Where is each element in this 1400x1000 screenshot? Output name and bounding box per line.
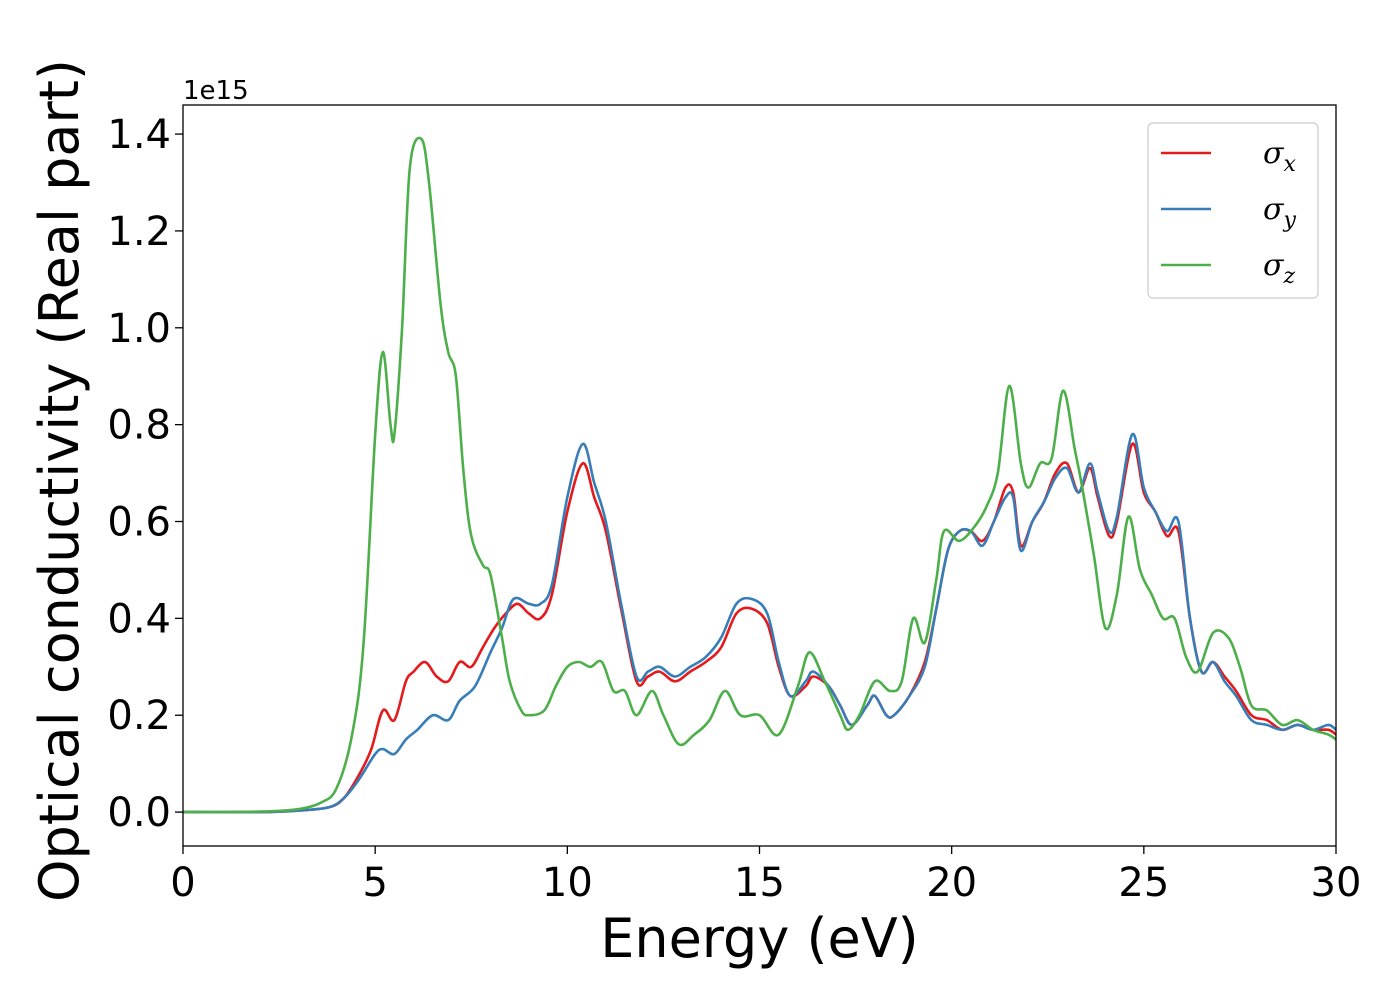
series-line-x — [183, 442, 1336, 814]
y-tick-label: 0.4 — [107, 596, 171, 642]
series-line-z — [183, 136, 1336, 814]
x-tick-label: 5 — [362, 860, 387, 906]
legend-subscript: x — [1283, 152, 1296, 177]
y-axis-label: Optical conductivity (Real part) — [28, 59, 91, 902]
legend-subscript: z — [1282, 264, 1295, 289]
legend-label-y: σy — [1263, 192, 1296, 233]
x-axis-ticks: 0 5 10 15 20 25 30 — [170, 846, 1361, 906]
series-layer — [183, 136, 1336, 814]
legend-symbol: σ — [1263, 248, 1285, 283]
y-tick-label: 1.0 — [107, 306, 171, 352]
x-tick-label: 10 — [542, 860, 593, 906]
legend-label-z: σz — [1263, 248, 1295, 289]
y-tick-label: 0.8 — [107, 403, 171, 449]
series-line-y — [183, 432, 1336, 814]
y-axis-ticks: 0.0 0.2 0.4 0.6 0.8 1.0 1.2 1.4 — [107, 112, 183, 836]
x-tick-label: 15 — [734, 860, 785, 906]
legend-subscript: y — [1282, 208, 1296, 233]
x-tick-label: 25 — [1118, 860, 1169, 906]
legend-box — [1147, 122, 1319, 299]
legend-label-x: σx — [1263, 136, 1296, 177]
y-tick-label: 0.0 — [107, 790, 171, 836]
y-tick-label: 1.2 — [107, 209, 171, 255]
legend-symbol: σ — [1263, 136, 1285, 171]
y-tick-label: 0.6 — [107, 500, 171, 546]
legend-symbol: σ — [1263, 192, 1285, 227]
x-tick-label: 20 — [926, 860, 977, 906]
y-tick-label: 0.2 — [107, 693, 171, 739]
x-axis-label: Energy (eV) — [600, 907, 919, 970]
x-tick-label: 30 — [1311, 860, 1362, 906]
x-tick-label: 0 — [170, 860, 195, 906]
y-tick-label: 1.4 — [107, 112, 171, 158]
y-axis-offset-label: 1e15 — [183, 76, 249, 106]
